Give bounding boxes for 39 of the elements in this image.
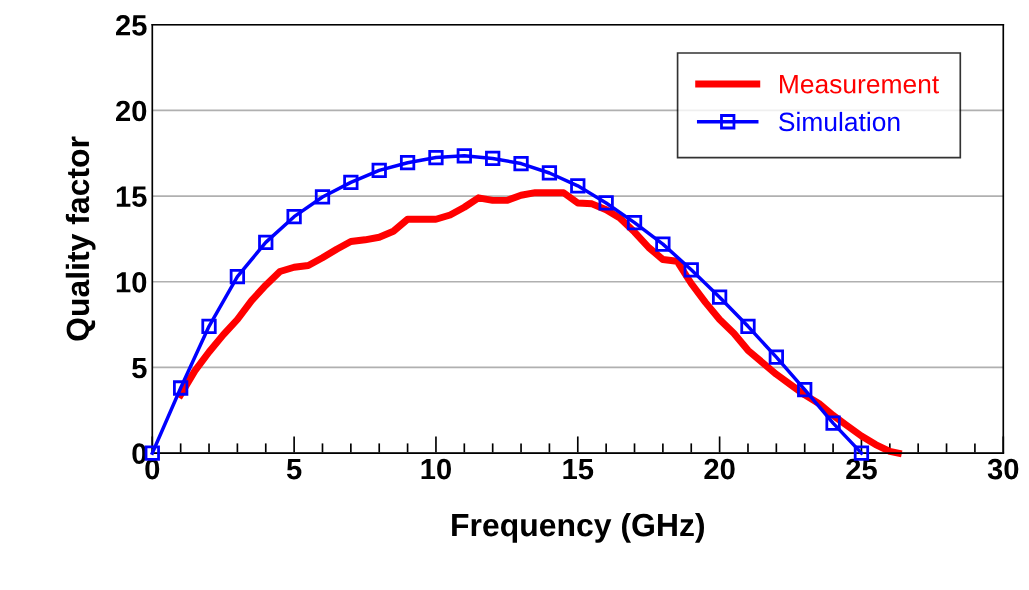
legend-label: Measurement — [780, 75, 939, 94]
point — [229, 269, 246, 285]
point — [740, 318, 756, 334]
y-tick-label: 15 — [116, 186, 147, 207]
y-axis-title: Quality factor — [65, 136, 96, 341]
point — [173, 380, 189, 396]
point — [286, 209, 302, 225]
y-tick-label: 25 — [116, 14, 147, 36]
legend-label: Simulation — [779, 111, 900, 132]
point — [768, 349, 784, 365]
y-tick-label: 5 — [132, 357, 147, 379]
y-tick-label: 20 — [116, 100, 147, 122]
x-tick-label: 10 — [421, 458, 451, 480]
point — [598, 195, 614, 211]
point — [485, 150, 501, 167]
point — [570, 178, 586, 194]
point — [513, 155, 529, 172]
point — [258, 234, 274, 251]
point — [314, 189, 331, 205]
point — [371, 162, 387, 179]
x-tick-label: 20 — [704, 458, 735, 480]
point — [626, 215, 643, 231]
point — [201, 318, 217, 334]
point — [683, 262, 699, 278]
point — [655, 236, 671, 252]
x-tick-label: 30 — [987, 458, 1019, 480]
x-axis-title: Frequency (GHz) — [452, 512, 704, 543]
point — [428, 149, 444, 166]
point — [797, 382, 813, 398]
point — [711, 289, 728, 305]
point — [399, 155, 416, 171]
point — [456, 148, 472, 164]
x-tick-label: 5 — [286, 459, 302, 480]
point — [541, 165, 558, 181]
point — [343, 174, 359, 191]
y-tick-label: 10 — [116, 271, 147, 293]
x-tick-label: 15 — [563, 459, 594, 480]
point — [825, 415, 841, 431]
x-tick-label: 25 — [846, 458, 877, 480]
